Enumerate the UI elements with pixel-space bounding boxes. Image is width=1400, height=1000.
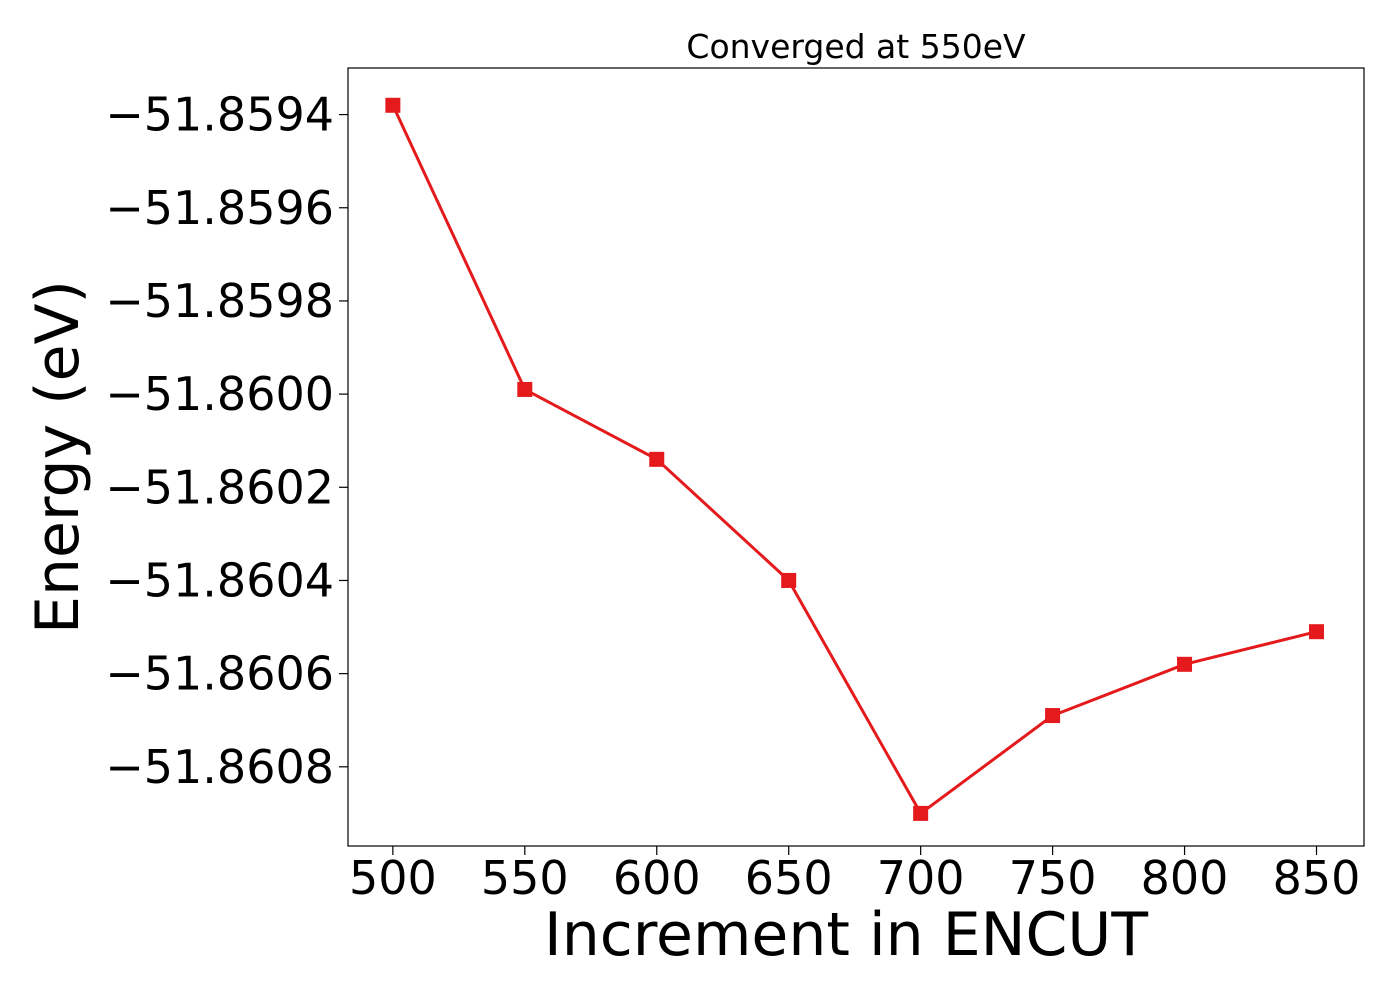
- data-point: [781, 572, 797, 588]
- x-tick-label: 850: [1273, 851, 1361, 905]
- data-point: [385, 97, 401, 113]
- plot-area: [347, 67, 1365, 847]
- y-tick-label: −51.8602: [105, 460, 334, 514]
- y-axis-title: Energy (eV): [23, 280, 93, 634]
- y-tick-label: −51.8606: [105, 647, 334, 701]
- y-tick-label: −51.8600: [105, 367, 334, 421]
- series-energy: [385, 97, 1324, 821]
- data-point: [1308, 624, 1324, 640]
- y-tick-label: −51.8596: [105, 181, 334, 235]
- data-point: [649, 451, 665, 467]
- data-point: [1177, 656, 1193, 672]
- x-tick-label: 500: [349, 851, 437, 905]
- y-tick-label: −51.8608: [105, 740, 334, 794]
- x-axis-title: Increment in ENCUT: [544, 900, 1148, 970]
- series-line: [391, 104, 1317, 815]
- data-point: [517, 381, 533, 397]
- x-tick-label: 800: [1141, 851, 1229, 905]
- x-tick-label: 600: [613, 851, 701, 905]
- y-tick-label: −51.8594: [105, 88, 334, 142]
- x-tick-label: 550: [481, 851, 569, 905]
- x-tick-label: 700: [877, 851, 965, 905]
- x-axis-ticks: 500 550 600 650 700 750 800 850: [349, 846, 1360, 905]
- y-tick-label: −51.8598: [105, 274, 334, 328]
- chart-title: Converged at 550eV: [686, 27, 1026, 66]
- y-axis-ticks: −51.8594 −51.8596 −51.8598 −51.8600 −51.8602…: [105, 88, 348, 794]
- plot-frame: [347, 67, 1365, 847]
- y-tick-label: −51.8604: [105, 553, 334, 607]
- x-tick-label: 750: [1009, 851, 1097, 905]
- data-point: [1045, 708, 1061, 724]
- x-tick-label: 650: [745, 851, 833, 905]
- data-point: [913, 805, 929, 821]
